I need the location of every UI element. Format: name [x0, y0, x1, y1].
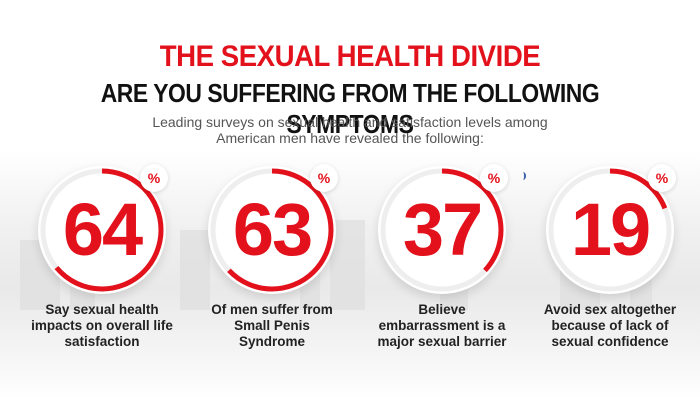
caption-line: Syndrome	[238, 334, 306, 349]
page-subtitle: ARE YOU SUFFERING FROM THE FOLLOWING SYM…	[100, 78, 600, 139]
stat-value: 37	[402, 188, 483, 271]
stat-value: 19	[570, 188, 651, 271]
stat-caption: Avoid sex altogether because of lack of …	[530, 302, 690, 350]
caption-line: Say sexual health	[45, 302, 159, 317]
caption-line: embarrassment is a	[378, 318, 506, 333]
stat-circle: 19 %	[546, 164, 676, 294]
stat-caption: Of men suffer from Small Penis Syndrome	[192, 302, 352, 350]
intro-line-1: Leading surveys on sexual health and sat…	[152, 114, 548, 130]
ring-progress-arc	[210, 168, 334, 292]
percent-badge: %	[310, 164, 338, 192]
progress-ring	[40, 168, 164, 292]
caption-line: satisfaction	[64, 334, 140, 349]
stat-caption: Believe embarrassment is a major sexual …	[362, 302, 522, 350]
ring-progress-arc	[40, 168, 164, 292]
ring-progress-arc	[548, 168, 672, 292]
stat-card: 37 % Believe embarrassment is a major se…	[362, 160, 522, 400]
stats-row: 64 % Say sexual health impacts on overal…	[0, 160, 700, 400]
stat-card: 19 % Avoid sex altogether because of lac…	[530, 160, 690, 400]
progress-ring	[210, 168, 334, 292]
progress-ring	[380, 168, 504, 292]
caption-line: because of lack of	[551, 318, 669, 333]
intro-text: Leading surveys on sexual health and sat…	[140, 114, 560, 146]
progress-ring	[548, 168, 672, 292]
caption-line: sexual confidence	[551, 334, 669, 349]
stat-circle: 63 %	[208, 164, 338, 294]
caption-line: Believe	[418, 302, 466, 317]
stat-value: 64	[62, 188, 143, 271]
page-title: THE SEXUAL HEALTH DIVIDE	[159, 40, 541, 73]
stat-card: 64 % Say sexual health impacts on overal…	[22, 160, 182, 400]
caption-line: major sexual barrier	[377, 334, 507, 349]
caption-line: impacts on overall life	[31, 318, 173, 333]
stat-value: 63	[232, 188, 313, 271]
stray-mark	[520, 172, 526, 180]
percent-badge: %	[648, 164, 676, 192]
stat-caption: Say sexual health impacts on overall lif…	[22, 302, 182, 350]
caption-line: Avoid sex altogether	[543, 302, 677, 317]
stat-circle: 37 %	[378, 164, 508, 294]
caption-line: Of men suffer from	[211, 302, 333, 317]
percent-badge: %	[140, 164, 168, 192]
intro-line-2: American men have revealed the following…	[216, 130, 484, 146]
percent-badge: %	[480, 164, 508, 192]
caption-line: Small Penis	[234, 318, 310, 333]
ring-progress-arc	[380, 168, 504, 292]
stat-circle: 64 %	[38, 164, 168, 294]
stat-card: 63 % Of men suffer from Small Penis Synd…	[192, 160, 352, 400]
